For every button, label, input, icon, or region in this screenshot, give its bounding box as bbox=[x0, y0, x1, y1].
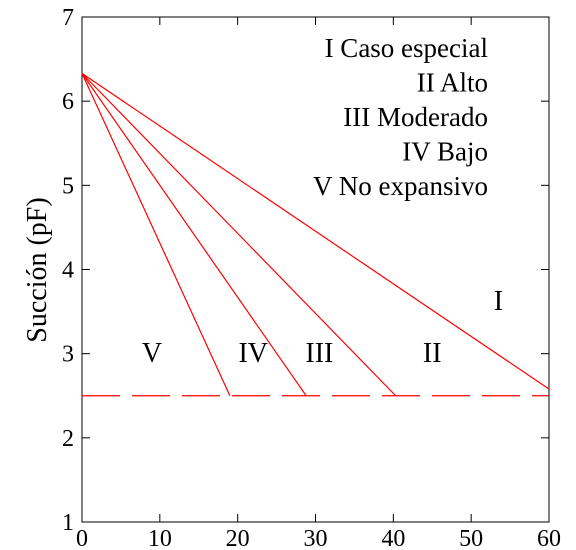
y-tick-label: 4 bbox=[62, 258, 74, 284]
x-tick-label: 10 bbox=[148, 526, 172, 550]
y-tick-label: 5 bbox=[62, 173, 74, 199]
x-tick-label: 50 bbox=[459, 526, 483, 550]
y-tick-label: 7 bbox=[62, 5, 74, 31]
series-line-II bbox=[81, 72, 397, 397]
region-label-V: V bbox=[142, 338, 162, 369]
axis-ticks: 0 10 20 30 40 50 60 1 2 3 4 5 6 7 bbox=[62, 5, 561, 550]
region-label-I: I bbox=[494, 286, 503, 317]
y-axis-label: Succión (pF) bbox=[22, 197, 53, 342]
x-tick-label: 0 bbox=[76, 526, 88, 550]
legend-entry: II Alto bbox=[417, 68, 488, 98]
region-label-IV: IV bbox=[238, 338, 268, 369]
legend-entry: IV Bajo bbox=[402, 137, 488, 167]
region-label-III: III bbox=[305, 338, 333, 369]
x-tick-label: 30 bbox=[304, 526, 328, 550]
x-tick-label: 40 bbox=[381, 526, 405, 550]
region-label-II: II bbox=[423, 338, 442, 369]
legend-entry: V No expansivo bbox=[313, 171, 488, 201]
y-tick-label: 2 bbox=[62, 426, 74, 452]
series-line-IV bbox=[81, 73, 231, 397]
series-line-I bbox=[81, 72, 550, 390]
y-tick-label: 6 bbox=[62, 89, 74, 115]
y-tick-label: 3 bbox=[62, 342, 74, 368]
legend-entry: III Moderado bbox=[343, 102, 488, 132]
x-tick-label: 20 bbox=[226, 526, 250, 550]
series-line-III bbox=[81, 73, 307, 397]
legend-entry: I Caso especial bbox=[325, 33, 488, 63]
x-tick-label: 60 bbox=[537, 526, 561, 550]
legend: I Caso especial II Alto III Moderado IV Baj… bbox=[313, 33, 488, 201]
y-tick-label: 1 bbox=[62, 510, 74, 536]
series-lines bbox=[81, 72, 550, 397]
